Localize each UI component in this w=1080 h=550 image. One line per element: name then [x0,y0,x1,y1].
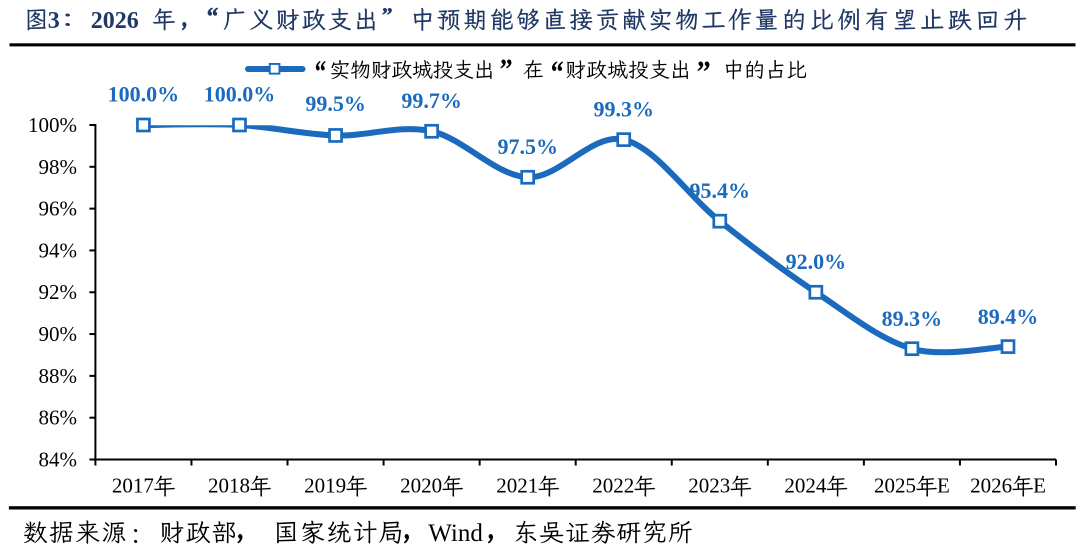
svg-text:86%: 86% [39,406,78,430]
svg-text:99.7%: 99.7% [401,88,462,113]
svg-text:2022: 2022 [592,473,634,497]
svg-text:92%: 92% [39,280,78,304]
svg-text:89.4%: 89.4% [978,304,1039,329]
svg-text:100%: 100% [28,113,77,137]
svg-text:3: 3 [48,8,60,34]
svg-text:2021: 2021 [496,473,538,497]
svg-text:2023: 2023 [688,473,730,497]
svg-text:90%: 90% [39,322,78,346]
svg-text:95.4%: 95.4% [690,178,751,203]
svg-text:2019: 2019 [304,473,346,497]
svg-text:99.3%: 99.3% [593,97,654,122]
svg-text:2026: 2026 [970,473,1012,497]
svg-text:89.3%: 89.3% [882,306,943,331]
svg-text:98%: 98% [39,155,78,179]
svg-text:2017: 2017 [112,473,154,497]
svg-text:2024: 2024 [784,473,827,497]
svg-text:2018: 2018 [208,473,250,497]
svg-text:84%: 84% [39,448,78,472]
svg-text:100.0%: 100.0% [108,82,180,107]
svg-text:2025: 2025 [874,473,916,497]
svg-text:92.0%: 92.0% [786,249,847,274]
svg-text:E: E [937,473,950,497]
svg-text:E: E [1033,473,1046,497]
svg-text:Wind: Wind [428,520,483,547]
svg-text:2026: 2026 [91,8,139,34]
svg-text:100.0%: 100.0% [204,82,276,107]
svg-text:96%: 96% [39,197,78,221]
svg-text:2020: 2020 [400,473,442,497]
svg-text:94%: 94% [39,238,78,262]
svg-text:99.5%: 99.5% [305,91,366,116]
svg-text:88%: 88% [39,364,78,388]
svg-text:97.5%: 97.5% [497,134,558,159]
